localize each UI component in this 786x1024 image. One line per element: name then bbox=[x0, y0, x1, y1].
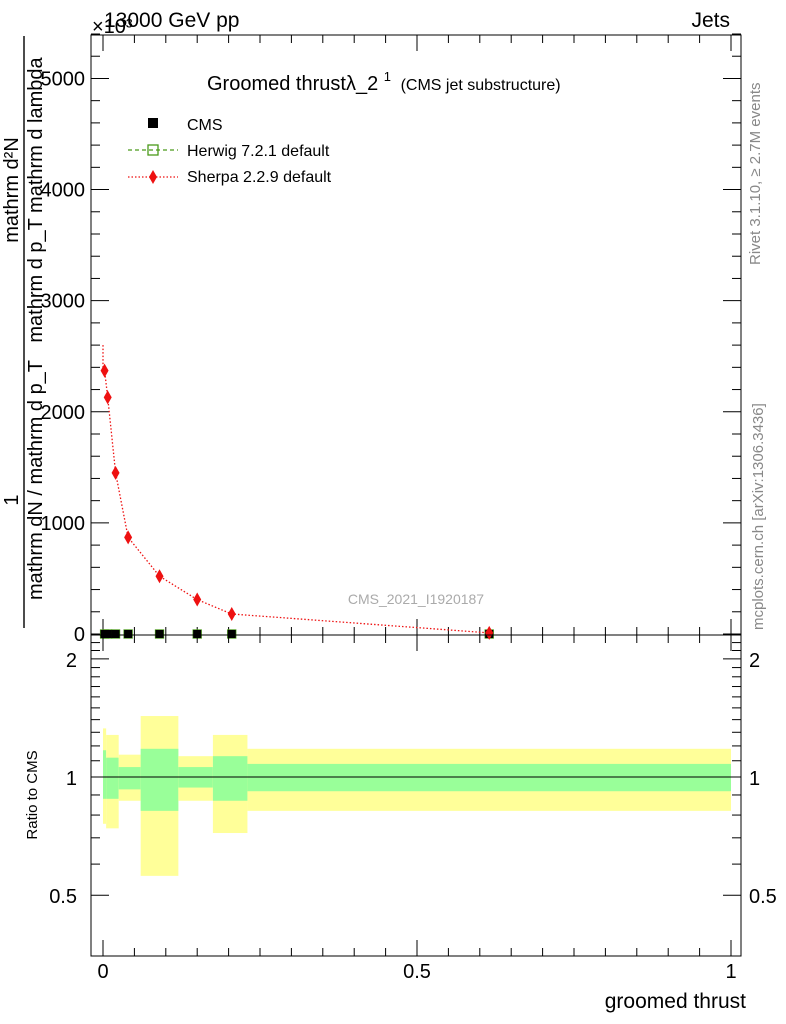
energy-label: 13000 GeV pp bbox=[104, 9, 239, 32]
sherpa-point bbox=[103, 390, 112, 405]
legend-sherpa-label: Sherpa 2.2.9 default bbox=[187, 169, 332, 186]
ratio-band-inner bbox=[103, 750, 107, 799]
sherpa-line bbox=[102, 345, 490, 634]
y-tick-label: 4000 bbox=[41, 180, 86, 202]
ratio-band-inner bbox=[140, 748, 179, 811]
y-label-frac-bottom: mathrm d p_T mathrm d lambda bbox=[25, 56, 47, 342]
ratio-x-ticks: 0 0.5 1 bbox=[97, 635, 737, 983]
legend-sherpa-marker bbox=[149, 170, 157, 184]
y-axis-label: 1 mathrm dN / mathrm d p_T mathrm d²N ma… bbox=[1, 36, 47, 628]
ratio-y-tick-label-right: 0.5 bbox=[749, 886, 777, 908]
y-tick-label: 3000 bbox=[41, 291, 86, 313]
chart-title: Groomed thrustλ_2 1 (CMS jet substructur… bbox=[207, 64, 561, 95]
cms-point bbox=[227, 630, 236, 638]
ratio-x-tick-label: 1 bbox=[725, 961, 736, 983]
exponent-label: ×10³ bbox=[92, 16, 133, 38]
ratio-y-tick-label: 2 bbox=[66, 650, 77, 672]
legend-herwig-marker bbox=[147, 144, 159, 156]
legend-herwig-label: Herwig 7.2.1 default bbox=[187, 143, 330, 160]
sherpa-point bbox=[193, 592, 202, 607]
ratio-y-ticks: 0.5 0.5 1 1 2 2 bbox=[49, 642, 777, 908]
process-label: Jets bbox=[691, 9, 730, 32]
ratio-y-tick-label: 0.5 bbox=[49, 886, 77, 908]
chart-title-suffix: (CMS jet substructure) bbox=[401, 77, 561, 94]
legend-cms-marker bbox=[148, 118, 158, 128]
y-label-prefix-top: 1 bbox=[1, 494, 23, 505]
y-label-prefix-bottom: mathrm dN / mathrm d p_T bbox=[25, 360, 47, 600]
mcplots-label: mcplots.cern.ch [arXiv:1306.3436] bbox=[750, 403, 767, 630]
legend-cms-label: CMS bbox=[187, 117, 223, 134]
y-tick-label: 5000 bbox=[41, 68, 86, 90]
sherpa-point bbox=[155, 569, 164, 584]
main-series bbox=[99, 345, 494, 640]
ratio-x-tick-label: 0 bbox=[97, 961, 108, 983]
chart-title-sup: 1 bbox=[384, 69, 391, 84]
y-tick-label: 1000 bbox=[41, 513, 86, 535]
main-panel: 0 1000 2000 3000 4000 5000 Groomed thrustλ_2 … bbox=[1, 33, 742, 646]
sherpa-point bbox=[111, 465, 120, 480]
legend: CMS Herwig 7.2.1 default Sherpa 2.2.9 de… bbox=[128, 117, 332, 186]
y-tick-label: 0 bbox=[74, 624, 85, 646]
main-x-ticks bbox=[102, 35, 732, 635]
x-axis-label: groomed thrust bbox=[605, 990, 746, 1013]
y-label-frac-top: mathrm d²N bbox=[1, 137, 23, 243]
ratio-band-inner bbox=[247, 763, 731, 792]
cms-point bbox=[193, 630, 202, 638]
ratio-band-inner bbox=[106, 757, 119, 799]
ratio-y-tick-label-right: 2 bbox=[749, 650, 760, 672]
ratio-panel: 0.5 0.51 12 2 0 0.5 1 Ratio to CMS groomed th… bbox=[24, 634, 777, 1013]
main-y-ticks: 0 1000 2000 3000 4000 5000 bbox=[41, 33, 741, 646]
sherpa-point bbox=[100, 363, 109, 378]
ratio-y-label: Ratio to CMS bbox=[24, 750, 41, 839]
sherpa-point bbox=[227, 607, 236, 621]
cms-point bbox=[111, 630, 120, 638]
cms-point bbox=[124, 630, 133, 638]
rivet-label: Rivet 3.1.10, ≥ 2.7M events bbox=[747, 83, 764, 266]
cms-point bbox=[103, 630, 112, 638]
ratio-bands bbox=[91, 716, 741, 876]
ratio-y-tick-label: 1 bbox=[66, 768, 77, 790]
sherpa-point bbox=[485, 625, 494, 640]
sherpa-point bbox=[124, 530, 133, 545]
ratio-band-inner bbox=[118, 767, 141, 790]
y-tick-label: 2000 bbox=[41, 402, 86, 424]
chart-title-main: Groomed thrustλ_2 bbox=[207, 73, 378, 95]
ratio-y-tick-label-right: 1 bbox=[749, 768, 760, 790]
watermark: CMS_2021_I1920187 bbox=[348, 591, 484, 607]
cms-point bbox=[155, 630, 164, 638]
ratio-x-tick-label: 0.5 bbox=[403, 961, 431, 983]
ratio-band-inner bbox=[212, 756, 248, 801]
ratio-frame bbox=[90, 634, 742, 957]
